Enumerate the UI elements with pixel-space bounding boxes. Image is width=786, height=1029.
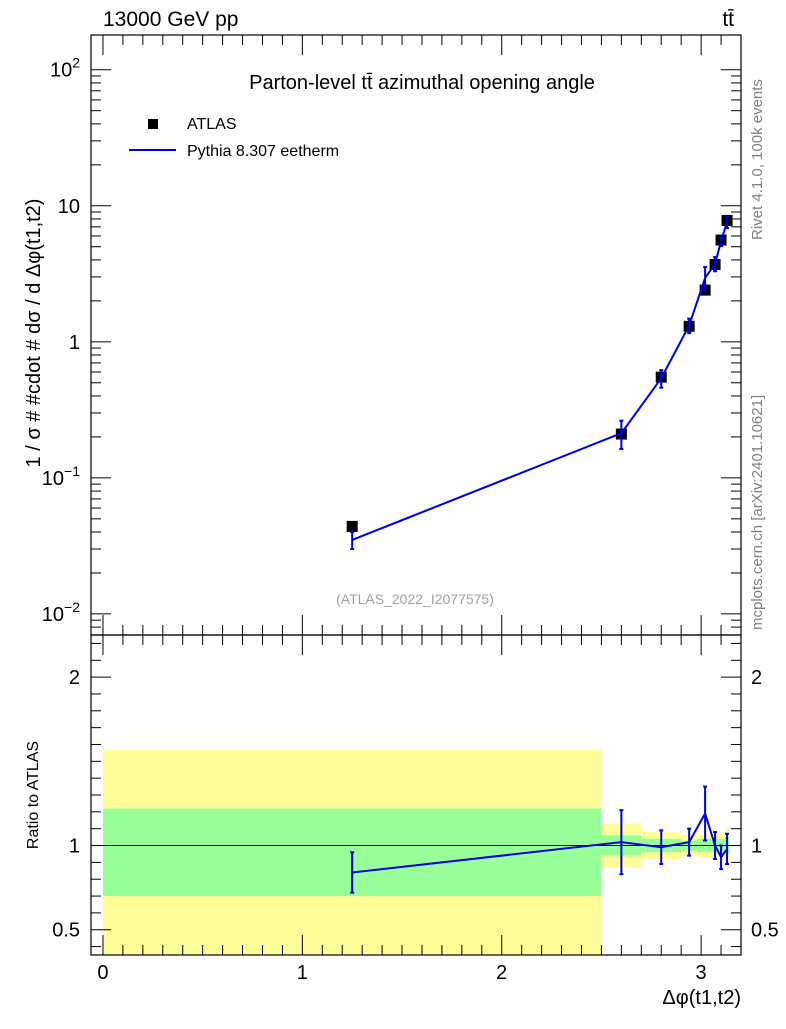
ratio-x-tick-label: 2 — [496, 962, 507, 984]
ratio-y-tick-label: 2 — [69, 667, 80, 689]
ratio-x-tick-label: 3 — [696, 962, 707, 984]
process-label: tt̄ — [722, 8, 734, 31]
ratio-y-tick-label: 1 — [69, 836, 80, 858]
main-ylabel-text: 1 / σ # #cdot # dσ / d Δφ(t1,t2) — [23, 199, 45, 468]
ratio-xlabel: Δφ(t1,t2) — [662, 987, 741, 1009]
analysis-annotation: (ATLAS_2022_I2077575) — [336, 591, 494, 607]
mc-series-line — [351, 221, 728, 541]
rivet-label: Rivet 4.1.0, 100k events — [749, 79, 766, 240]
main-y-tick-label: 10−2 — [42, 599, 80, 626]
legend-atlas-label: ATLAS — [187, 116, 237, 133]
ratio-ylabel: Ratio to ATLAS — [25, 741, 42, 849]
main-y-tick-label: 10 — [58, 196, 80, 218]
legend-atlas-marker — [148, 119, 158, 129]
data-point — [346, 520, 358, 532]
ratio-y-tick-label: 0.5 — [52, 920, 80, 942]
main-y-tick-label: 10−1 — [42, 463, 80, 490]
legend: ATLAS Pythia 8.307 eetherm — [129, 116, 339, 160]
ratio-y-tick-label-right: 2 — [751, 667, 762, 689]
ratio-y-tick-label-right: 1 — [751, 836, 762, 858]
main-ylabel: 1 / σ # #cdot # dσ / d Δφ(t1,t2) — [23, 199, 45, 468]
ratio-y-tick-label-right: 0.5 — [751, 920, 779, 942]
ratio-x-tick-label: 1 — [297, 962, 308, 984]
main-y-tick-label: 1 — [69, 332, 80, 354]
ratio-panel: 0 1 2 3 0.5 0.5 1 1 2 2 Ratio to ATLAS Δφ(t1,t2) — [25, 634, 779, 1009]
ratio-x-tick-label: 0 — [97, 962, 108, 984]
main-panel: 10−2 10−1 1 10 102 Parton-level tt̄ azimutha… — [23, 34, 742, 636]
main-title: Parton-level tt̄ azimuthal opening angle — [249, 72, 595, 94]
energy-label: 13000 GeV pp — [103, 8, 238, 31]
mcplots-label: mcplots.cern.ch [arXiv:2401.10621] — [749, 395, 766, 630]
legend-mc-label: Pythia 8.307 eetherm — [187, 143, 339, 160]
main-y-tick-label: 102 — [50, 55, 80, 82]
